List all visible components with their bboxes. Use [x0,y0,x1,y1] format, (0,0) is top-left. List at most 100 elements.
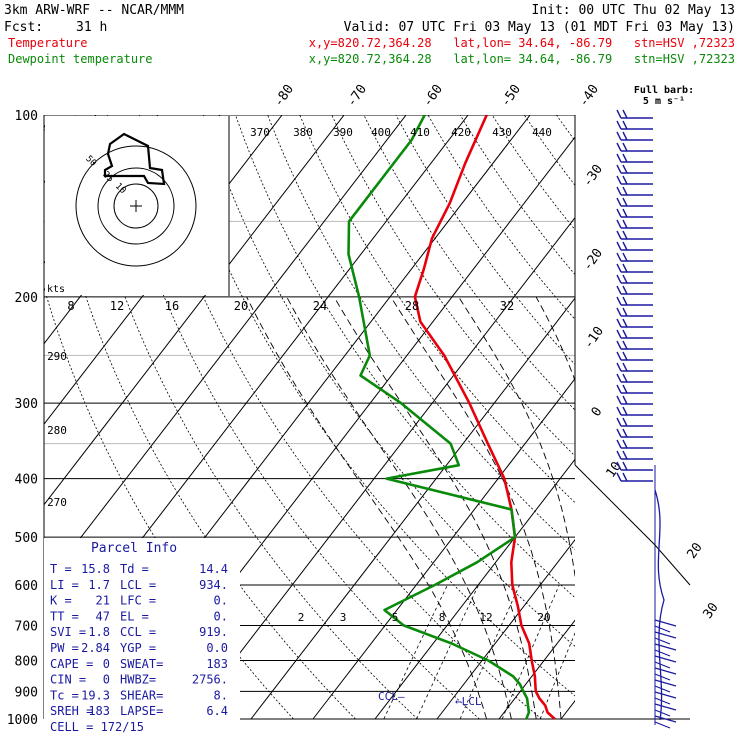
wind-barb [654,685,671,693]
wind-barb [616,131,653,141]
mixing-ratio-label: 8 [439,611,446,624]
theta-label: 290 [47,350,67,363]
mixing-ratio-line [590,585,642,719]
parcel-info-cell: LCL = [120,578,156,592]
dry-adiabat [138,115,542,720]
wind-barb [616,406,653,416]
theta-label: 440 [532,126,552,139]
wind-barb [654,637,671,645]
dry-adiabat [363,115,575,411]
isotherm-tick-label: -60 [420,82,446,110]
moist-adiabat-label: 20 [234,299,248,313]
parcel-info-cell: 0. [214,609,228,623]
wind-barb [616,208,653,218]
hodograph-ring [75,145,197,267]
wind-barb [654,643,677,651]
theta-label: 280 [47,424,67,437]
parcel-info-cell: 183 [88,704,110,718]
wind-barb [616,252,653,262]
isotherm-line [374,458,575,720]
mixing-ratio-line [383,584,448,720]
wind-barb [654,679,677,687]
parcel-info-cell: 6.4 [206,704,228,718]
wind-barb [616,472,653,482]
moist-adiabat [333,296,537,720]
pressure-tick-label: 400 [15,473,38,488]
isotherm-tick-label: -30 [580,162,606,190]
wind-barb [616,307,653,317]
parcel-info-cell: 2756. [192,673,228,687]
mixing-ratio-label: 3 [340,611,347,624]
temperature-profile [413,115,556,720]
ccl-marker: CCL— [378,690,405,703]
full-barb-units: 5 m s⁻¹ [643,96,685,107]
dewpoint-profile [347,115,531,720]
parcel-info-cell: SWEAT= [120,657,163,671]
parcel-info-cell: 47 [96,609,110,623]
isotherm-tick-label: 30 [700,600,721,621]
moist-adiabat [390,296,562,720]
isotherm-tick-label: 0 [589,404,606,419]
wind-barb [616,142,653,152]
pressure-tick-label: 600 [15,579,38,594]
hodograph-units: kts [47,284,65,295]
moist-adiabat-label: 8 [67,299,74,313]
theta-label: 400 [371,126,391,139]
mixing-ratio-label: 12 [479,611,492,624]
isotherm-tick-label: -70 [344,82,370,110]
isotherm-line [312,377,575,720]
parcel-info-cell: LI = [50,578,79,592]
init-time: Init: 00 UTC Thu 02 May 13 [532,3,736,18]
dry-adiabat [491,115,575,231]
dry-adiabat [267,115,575,551]
wind-barb [654,691,677,699]
wind-barb [654,619,677,627]
parcel-info-cell: SVI = [50,625,86,639]
parcel-info-cell: 1.7 [88,578,110,592]
wind-barb [616,395,653,405]
pressure-tick-label: 500 [15,531,38,546]
dry-adiabat [74,115,418,720]
parcel-info-cell: SREH = [50,704,93,718]
parcel-info-cell: K = [50,594,72,608]
isotherm-line [498,619,575,720]
wind-panel-border [574,464,691,586]
wind-barb [654,703,677,711]
parcel-info-cell: CIN = [50,673,86,687]
isotherm-tick-label: -80 [271,82,297,110]
parcel-info-cell: T = [50,562,72,576]
parcel-info-cell: 1.8 [88,625,110,639]
wind-barb [654,673,671,681]
dry-adiabat [395,115,575,366]
pressure-tick-label: 900 [15,685,38,700]
parcel-info-cell: 919. [199,625,228,639]
isotherm-tick-label: 10 [603,459,624,480]
parcel-info-cell: TT = [50,609,79,623]
parcel-info-cell: Tc = [50,688,79,702]
full-barb-label: Full barb: [634,85,694,96]
parcel-info-cell: EL = [120,609,149,623]
forecast-hour: 31 h [76,20,107,35]
parcel-info-cell: 0 [103,657,110,671]
wind-barb [616,120,653,130]
parcel-info-cell: CAPE = [50,657,93,671]
dry-adiabat [170,115,575,697]
parcel-info-cell: CCL = [120,625,156,639]
dry-adiabat [653,115,740,719]
isotherm-line [44,115,345,506]
wind-barb [616,263,653,273]
pressure-tick-label: 100 [15,109,38,124]
parcel-info-cell: CELL = 172/15 [50,720,144,734]
wind-barb [616,351,653,361]
wind-barb [654,721,671,729]
parcel-info-cell: HWBZ= [120,673,156,687]
wind-barb [616,373,653,383]
dry-adiabat [331,115,575,457]
dry-adiabat [44,285,294,720]
isotherm-line [188,216,575,720]
mixing-ratio-label: 5 [392,611,399,624]
isotherm-line [250,297,575,720]
mixing-ratio-line [501,584,560,720]
theta-label: 390 [333,126,353,139]
parcel-info-cell: 0.0 [206,641,228,655]
